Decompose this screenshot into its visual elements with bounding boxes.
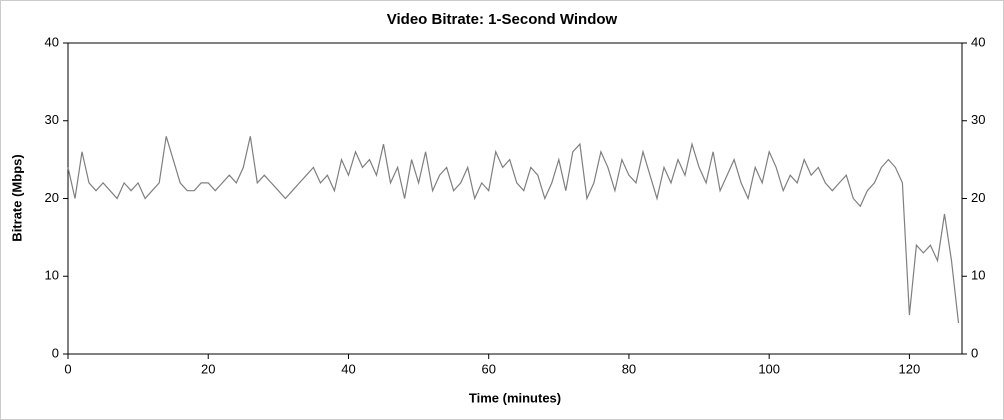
plot-area xyxy=(67,42,963,355)
x-tick-label: 40 xyxy=(341,361,355,376)
x-tick-label: 20 xyxy=(201,361,215,376)
x-tick-label: 60 xyxy=(481,361,495,376)
y2-tick-label: 0 xyxy=(971,345,978,360)
bitrate-line xyxy=(67,136,960,323)
y2-tick-label: 40 xyxy=(971,34,985,49)
y-tick-label: 0 xyxy=(52,345,59,360)
x-tick-label: 0 xyxy=(64,361,71,376)
x-tick-label: 120 xyxy=(899,361,921,376)
y2-tick-label: 20 xyxy=(971,190,985,205)
x-axis-label: Time (minutes) xyxy=(469,390,561,405)
x-tick-label: 100 xyxy=(758,361,780,376)
y-axis-label: Bitrate (Mbps) xyxy=(9,154,24,241)
y-tick-label: 30 xyxy=(45,112,59,127)
y-tick-label: 10 xyxy=(45,268,59,283)
y-tick-label: 40 xyxy=(45,34,59,49)
chart-title: Video Bitrate: 1-Second Window xyxy=(387,11,618,28)
y2-tick-label: 10 xyxy=(971,268,985,283)
x-tick-label: 80 xyxy=(622,361,636,376)
y2-tick-label: 30 xyxy=(971,112,985,127)
y-tick-label: 20 xyxy=(45,190,59,205)
